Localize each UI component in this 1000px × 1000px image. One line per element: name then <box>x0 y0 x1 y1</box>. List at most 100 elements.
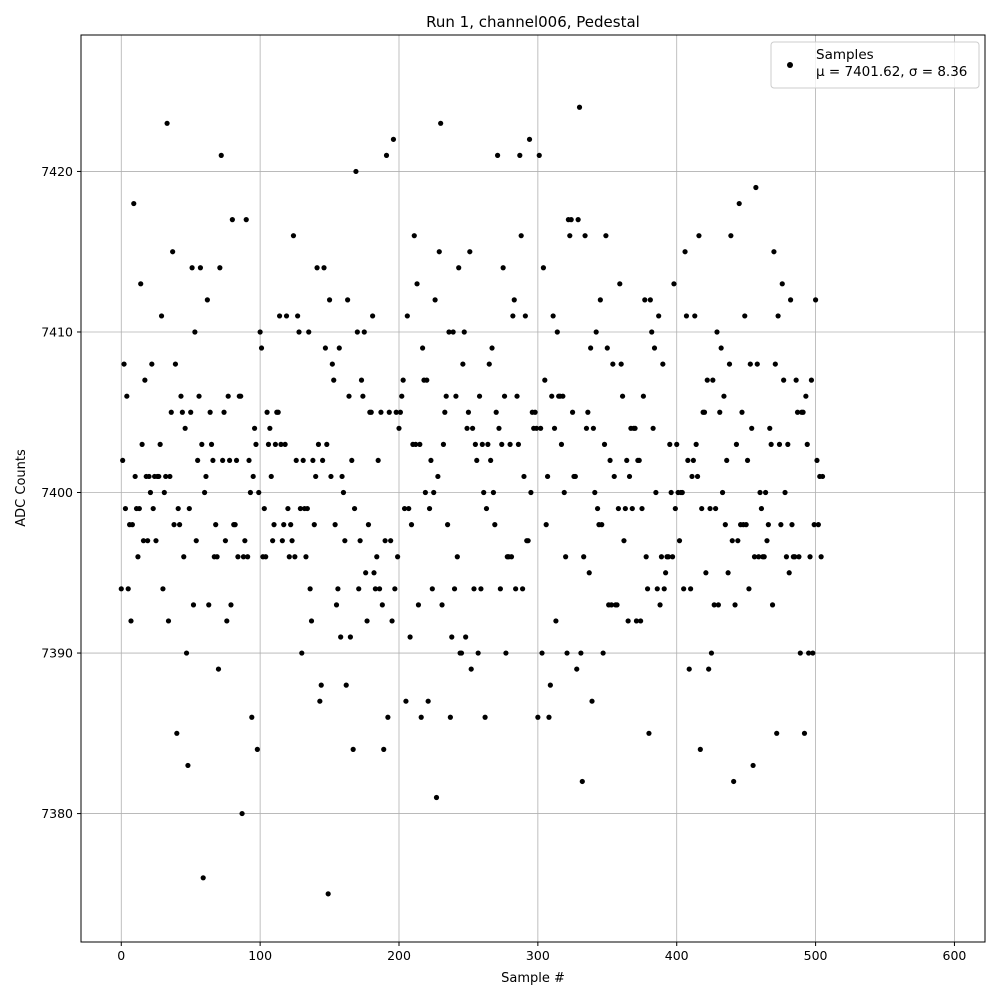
data-point <box>615 505 622 512</box>
data-point <box>382 538 388 544</box>
data-point <box>751 554 758 560</box>
data-point <box>240 554 247 560</box>
data-point <box>560 393 566 399</box>
data-point <box>140 538 147 544</box>
data-point <box>392 586 398 592</box>
data-point <box>161 489 167 496</box>
data-point <box>683 313 690 319</box>
data-point <box>199 441 205 447</box>
data-point <box>742 313 748 319</box>
data-point <box>789 522 795 528</box>
data-point <box>661 586 667 592</box>
data-point <box>258 345 265 351</box>
data-point <box>450 329 456 335</box>
data-point <box>136 505 142 512</box>
data-point <box>779 281 785 287</box>
data-point <box>479 441 485 447</box>
data-point <box>203 473 209 480</box>
data-point <box>694 473 701 480</box>
data-point <box>407 634 413 640</box>
data-point <box>542 377 548 383</box>
data-point <box>157 441 163 447</box>
data-point <box>638 618 644 624</box>
data-point <box>296 329 302 335</box>
data-point <box>149 361 155 367</box>
data-point <box>706 666 712 672</box>
data-point <box>372 586 378 592</box>
data-point <box>403 698 409 704</box>
data-point <box>164 120 170 126</box>
data-point <box>182 425 188 431</box>
data-point <box>708 650 715 656</box>
data-point <box>201 489 208 496</box>
data-point <box>168 409 174 415</box>
data-point <box>142 377 148 383</box>
data-point <box>376 586 383 592</box>
data-point <box>475 650 481 656</box>
data-point <box>129 522 135 528</box>
data-point <box>744 457 751 464</box>
data-point <box>210 457 216 464</box>
data-point <box>503 650 509 656</box>
data-point <box>368 409 374 415</box>
x-tick-label: 200 <box>387 948 411 963</box>
data-point <box>439 602 445 608</box>
data-point <box>660 361 666 367</box>
data-point <box>242 538 248 544</box>
data-point <box>642 297 648 303</box>
data-point <box>401 505 408 512</box>
data-point <box>489 345 495 351</box>
data-point <box>243 217 249 223</box>
data-point <box>426 505 433 512</box>
data-point <box>610 361 616 367</box>
data-point <box>320 457 326 464</box>
data-point <box>276 313 283 319</box>
data-point <box>131 200 137 207</box>
data-point <box>735 538 741 544</box>
data-point <box>406 505 412 512</box>
data-point <box>594 505 601 512</box>
data-point <box>792 554 798 560</box>
data-point <box>299 650 305 656</box>
data-point <box>365 522 372 528</box>
data-point <box>317 698 323 704</box>
data-point <box>338 634 344 640</box>
data-point <box>235 554 241 560</box>
data-point <box>314 265 320 271</box>
data-point <box>413 441 419 447</box>
data-point <box>679 489 685 496</box>
data-point <box>417 441 423 447</box>
x-tick-label: 500 <box>804 948 828 963</box>
data-point <box>206 602 212 608</box>
data-point <box>460 361 466 367</box>
data-point <box>207 409 213 415</box>
data-point <box>500 265 506 271</box>
data-point <box>814 457 820 464</box>
data-point <box>639 505 645 512</box>
data-point <box>778 522 784 528</box>
data-point <box>617 281 623 287</box>
data-point <box>696 233 702 239</box>
data-point <box>147 489 154 496</box>
data-point <box>165 618 172 624</box>
data-point <box>353 168 359 175</box>
data-point <box>456 265 462 271</box>
data-point <box>125 586 131 592</box>
data-point <box>275 409 281 415</box>
data-point <box>704 377 710 383</box>
data-point <box>228 602 234 608</box>
data-point <box>697 746 703 752</box>
data-point <box>767 425 773 431</box>
data-point <box>715 602 721 608</box>
data-point <box>225 393 231 399</box>
data-point <box>261 505 267 512</box>
data-point <box>226 457 233 464</box>
data-point <box>253 441 259 447</box>
y-axis-label: ADC Counts <box>14 449 29 527</box>
data-point <box>233 457 240 464</box>
data-point <box>268 473 274 480</box>
data-point <box>404 313 410 319</box>
data-point <box>517 152 523 158</box>
data-point <box>351 505 358 512</box>
data-point <box>535 714 541 720</box>
